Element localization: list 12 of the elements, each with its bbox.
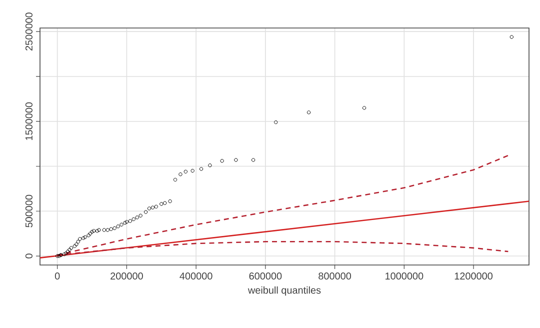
x-tick-label: 400000 (180, 272, 212, 280)
y-tick-label: 1500000 (25, 102, 32, 140)
y-tick-label: 2500000 (25, 12, 32, 50)
x-tick-label: 0 (54, 272, 60, 280)
y-tick-label: 500000 (25, 194, 32, 228)
y-tick-label: 0 (25, 254, 32, 258)
x-tick-label: 800000 (318, 272, 352, 280)
x-tick-label: 600000 (249, 272, 282, 280)
x-tick-label: 1200000 (454, 272, 493, 280)
x-axis-title: weibull quantiles (248, 286, 321, 296)
x-tick-label: 1000000 (386, 272, 424, 280)
x-tick-label: 200000 (110, 272, 143, 280)
